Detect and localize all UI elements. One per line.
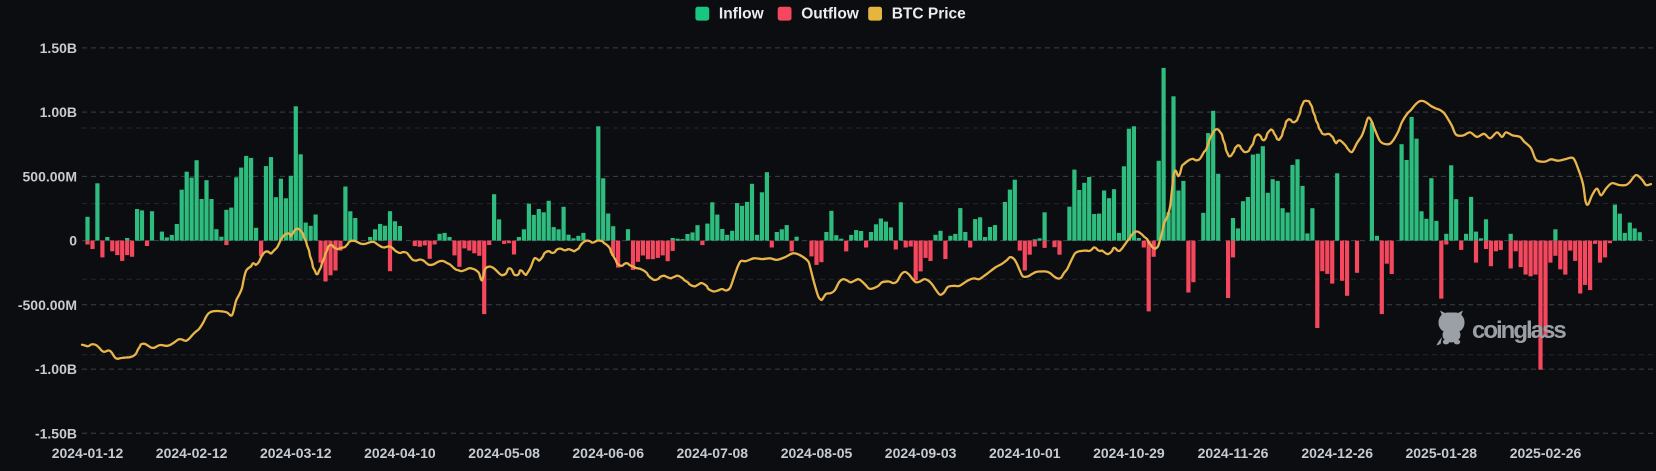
svg-text:2024-10-01: 2024-10-01: [989, 445, 1061, 461]
svg-text:2024-02-12: 2024-02-12: [156, 445, 228, 461]
svg-text:-1.00B: -1.00B: [35, 361, 77, 377]
svg-text:1.00B: 1.00B: [40, 104, 77, 120]
svg-text:Outflow: Outflow: [801, 5, 860, 22]
svg-text:-500.00M: -500.00M: [18, 297, 77, 313]
svg-text:BTC Price: BTC Price: [892, 5, 966, 22]
svg-text:2024-01-12: 2024-01-12: [52, 445, 124, 461]
svg-text:2024-06-06: 2024-06-06: [572, 445, 644, 461]
svg-text:2025-01-28: 2025-01-28: [1405, 445, 1477, 461]
svg-text:-1.50B: -1.50B: [35, 425, 77, 441]
svg-text:2024-05-08: 2024-05-08: [468, 445, 540, 461]
svg-text:2024-09-03: 2024-09-03: [885, 445, 957, 461]
svg-text:coinglass: coinglass: [1472, 317, 1566, 344]
svg-text:500.00M: 500.00M: [23, 168, 77, 184]
svg-text:2025-02-26: 2025-02-26: [1510, 445, 1582, 461]
svg-text:Inflow: Inflow: [719, 5, 765, 22]
svg-text:0: 0: [69, 233, 77, 249]
svg-text:2024-07-08: 2024-07-08: [676, 445, 748, 461]
svg-text:2024-04-10: 2024-04-10: [364, 445, 436, 461]
svg-text:2024-12-26: 2024-12-26: [1301, 445, 1373, 461]
svg-text:2024-10-29: 2024-10-29: [1093, 445, 1165, 461]
svg-text:2024-08-05: 2024-08-05: [781, 445, 853, 461]
svg-text:2024-03-12: 2024-03-12: [260, 445, 332, 461]
svg-text:2024-11-26: 2024-11-26: [1198, 445, 1269, 461]
svg-text:1.50B: 1.50B: [40, 40, 77, 56]
